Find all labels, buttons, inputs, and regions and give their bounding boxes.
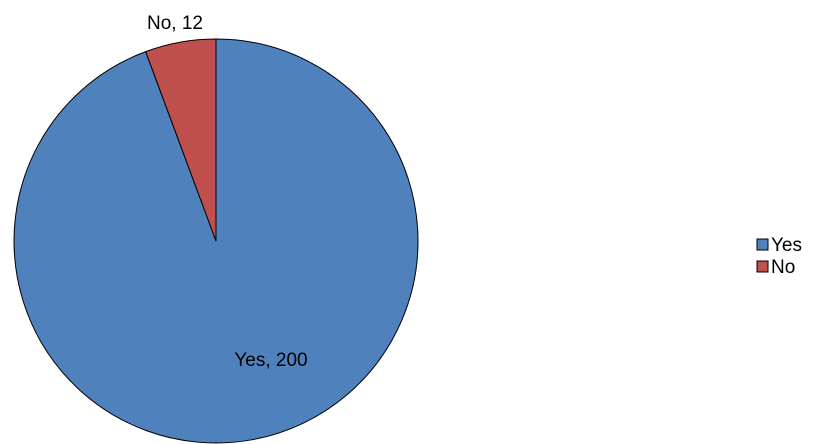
legend: Yes No (756, 235, 802, 278)
legend-label-yes: Yes (771, 235, 802, 256)
legend-label-no: No (771, 257, 795, 278)
pie-slices (13, 38, 419, 444)
data-label-yes: Yes, 200 (234, 350, 307, 371)
data-label-no: No, 12 (147, 13, 203, 34)
pie-slice-no (145, 38, 217, 242)
pie-data-labels: Yes, 200 No, 12 (147, 13, 308, 371)
legend-swatch-yes (756, 238, 769, 251)
legend-swatch-no (756, 260, 769, 273)
